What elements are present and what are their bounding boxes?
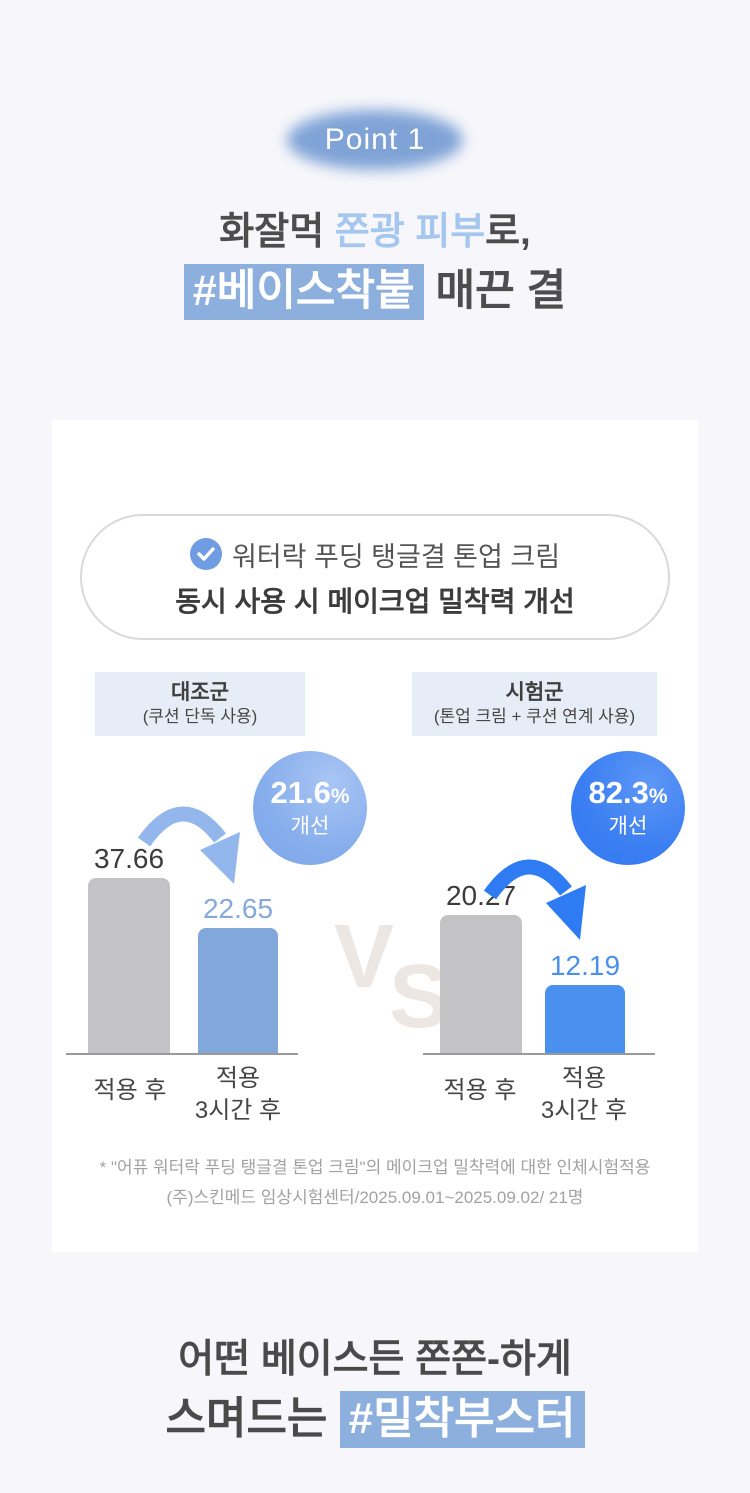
x-axis-left [66, 1053, 298, 1055]
curved-arrow-icon [483, 859, 586, 940]
bar-value: 22.65 [202, 893, 274, 924]
improvement-number: 82.3 [588, 775, 649, 810]
headline-line1-accent: 쫀광 피부 [334, 211, 486, 253]
tick-line1: 적용 [561, 1065, 607, 1092]
clinical-test-footnote: * "어퓨 워터락 푸딩 탱글결 톤업 크림"의 메이크업 밀착력에 대한 인체… [52, 1153, 698, 1213]
bar-test-after [440, 915, 522, 1053]
tick-line2: 3시간 후 [540, 1097, 628, 1124]
claim-pill: 워터락 푸딩 탱글결 톤업 크림 동시 사용 시 메이크업 밀착력 개선 [80, 514, 670, 640]
tick-line1: 적용 [215, 1065, 261, 1092]
improvement-badge-control: 21.6% 개선 [253, 751, 367, 865]
headline-line2-rest: 매끈 결 [423, 267, 567, 315]
badge-glow-ellipse [287, 110, 463, 170]
bottom-hashtag-highlight: #밀착부스터 [339, 1391, 585, 1448]
percent-sign: % [330, 785, 350, 808]
tick-control-3h: 적용 3시간 후 [195, 1063, 281, 1127]
bottom-tagline-line1: 어떤 베이스든 쫀쫀-하게 [178, 1338, 572, 1381]
claim-line1: 워터락 푸딩 탱글결 톤업 크림 [189, 535, 561, 574]
control-group-title: 대조군 [171, 681, 229, 704]
tick-control-after: 적용 후 [94, 1075, 167, 1107]
bar-control-after [88, 878, 170, 1053]
bar-value: 12.19 [549, 950, 621, 981]
improvement-value: 21.6% [270, 776, 349, 814]
bottom-tagline-prefix: 스며드는 [165, 1394, 340, 1443]
test-group-title: 시험군 [505, 681, 564, 704]
check-circle-icon [189, 538, 222, 570]
page-title: 화잘먹 쫀광 피부로, #베이스착붙 매끈 결 [0, 207, 750, 321]
point-badge: Point 1 [287, 110, 463, 170]
tick-line1: 적용 후 [93, 1077, 167, 1104]
curved-arrow-icon [137, 806, 240, 884]
percent-sign: % [648, 785, 668, 808]
improvement-badge-test: 82.3% 개선 [571, 751, 685, 865]
test-group-label: 시험군 (톤업 크림 + 쿠션 연계 사용) [412, 672, 657, 736]
tick-line1: 적용 후 [443, 1077, 517, 1104]
claim-product-name: 워터락 푸딩 탱글결 톤업 크림 [231, 541, 561, 572]
improvement-value: 82.3% [588, 776, 667, 814]
clinical-result-card: 워터락 푸딩 탱글결 톤업 크림 동시 사용 시 메이크업 밀착력 개선 대조군… [52, 420, 698, 1252]
bar-control-3h [198, 928, 278, 1053]
claim-line2: 동시 사용 시 메이크업 밀착력 개선 [175, 585, 575, 617]
vs-divider: V S [334, 912, 464, 1052]
x-axis-right [423, 1053, 655, 1055]
point-badge-label: Point 1 [324, 123, 426, 156]
improvement-caption: 개선 [290, 815, 330, 838]
vs-letter-v: V [334, 907, 395, 1007]
tick-line2: 3시간 후 [194, 1097, 282, 1124]
test-group-subtitle: (톤업 크림 + 쿠션 연계 사용) [433, 707, 636, 726]
headline-line1: 화잘먹 쫀광 피부로, [0, 207, 750, 257]
vs-letter-s: S [389, 947, 450, 1047]
bar-test-3h [545, 985, 625, 1053]
headline-line1-suffix: 로, [485, 211, 531, 253]
headline-line1-text: 화잘먹 [219, 211, 335, 253]
headline-hashtag-highlight: #베이스착붙 [183, 264, 424, 320]
tick-test-3h: 적용 3시간 후 [541, 1063, 627, 1127]
bottom-tagline: 어떤 베이스든 쫀쫀-하게 스며드는 #밀착부스터 [0, 1334, 750, 1450]
improvement-number: 21.6 [270, 775, 331, 810]
footnote-line1: * "어퓨 워터락 푸딩 탱글결 톤업 크림"의 메이크업 밀착력에 대한 인체… [99, 1158, 651, 1177]
bar-value: 37.66 [93, 843, 165, 874]
improvement-caption: 개선 [608, 815, 648, 838]
control-group-label: 대조군 (쿠션 단독 사용) [95, 672, 305, 736]
control-group-subtitle: (쿠션 단독 사용) [142, 707, 258, 726]
headline-line2: #베이스착붙 매끈 결 [0, 261, 750, 321]
tick-test-after: 적용 후 [444, 1075, 517, 1107]
footnote-line2: (주)스킨메드 임상시험센터/2025.09.01~2025.09.02/ 21… [166, 1188, 584, 1207]
bottom-tagline-line2: 스며드는 #밀착부스터 [0, 1388, 750, 1450]
